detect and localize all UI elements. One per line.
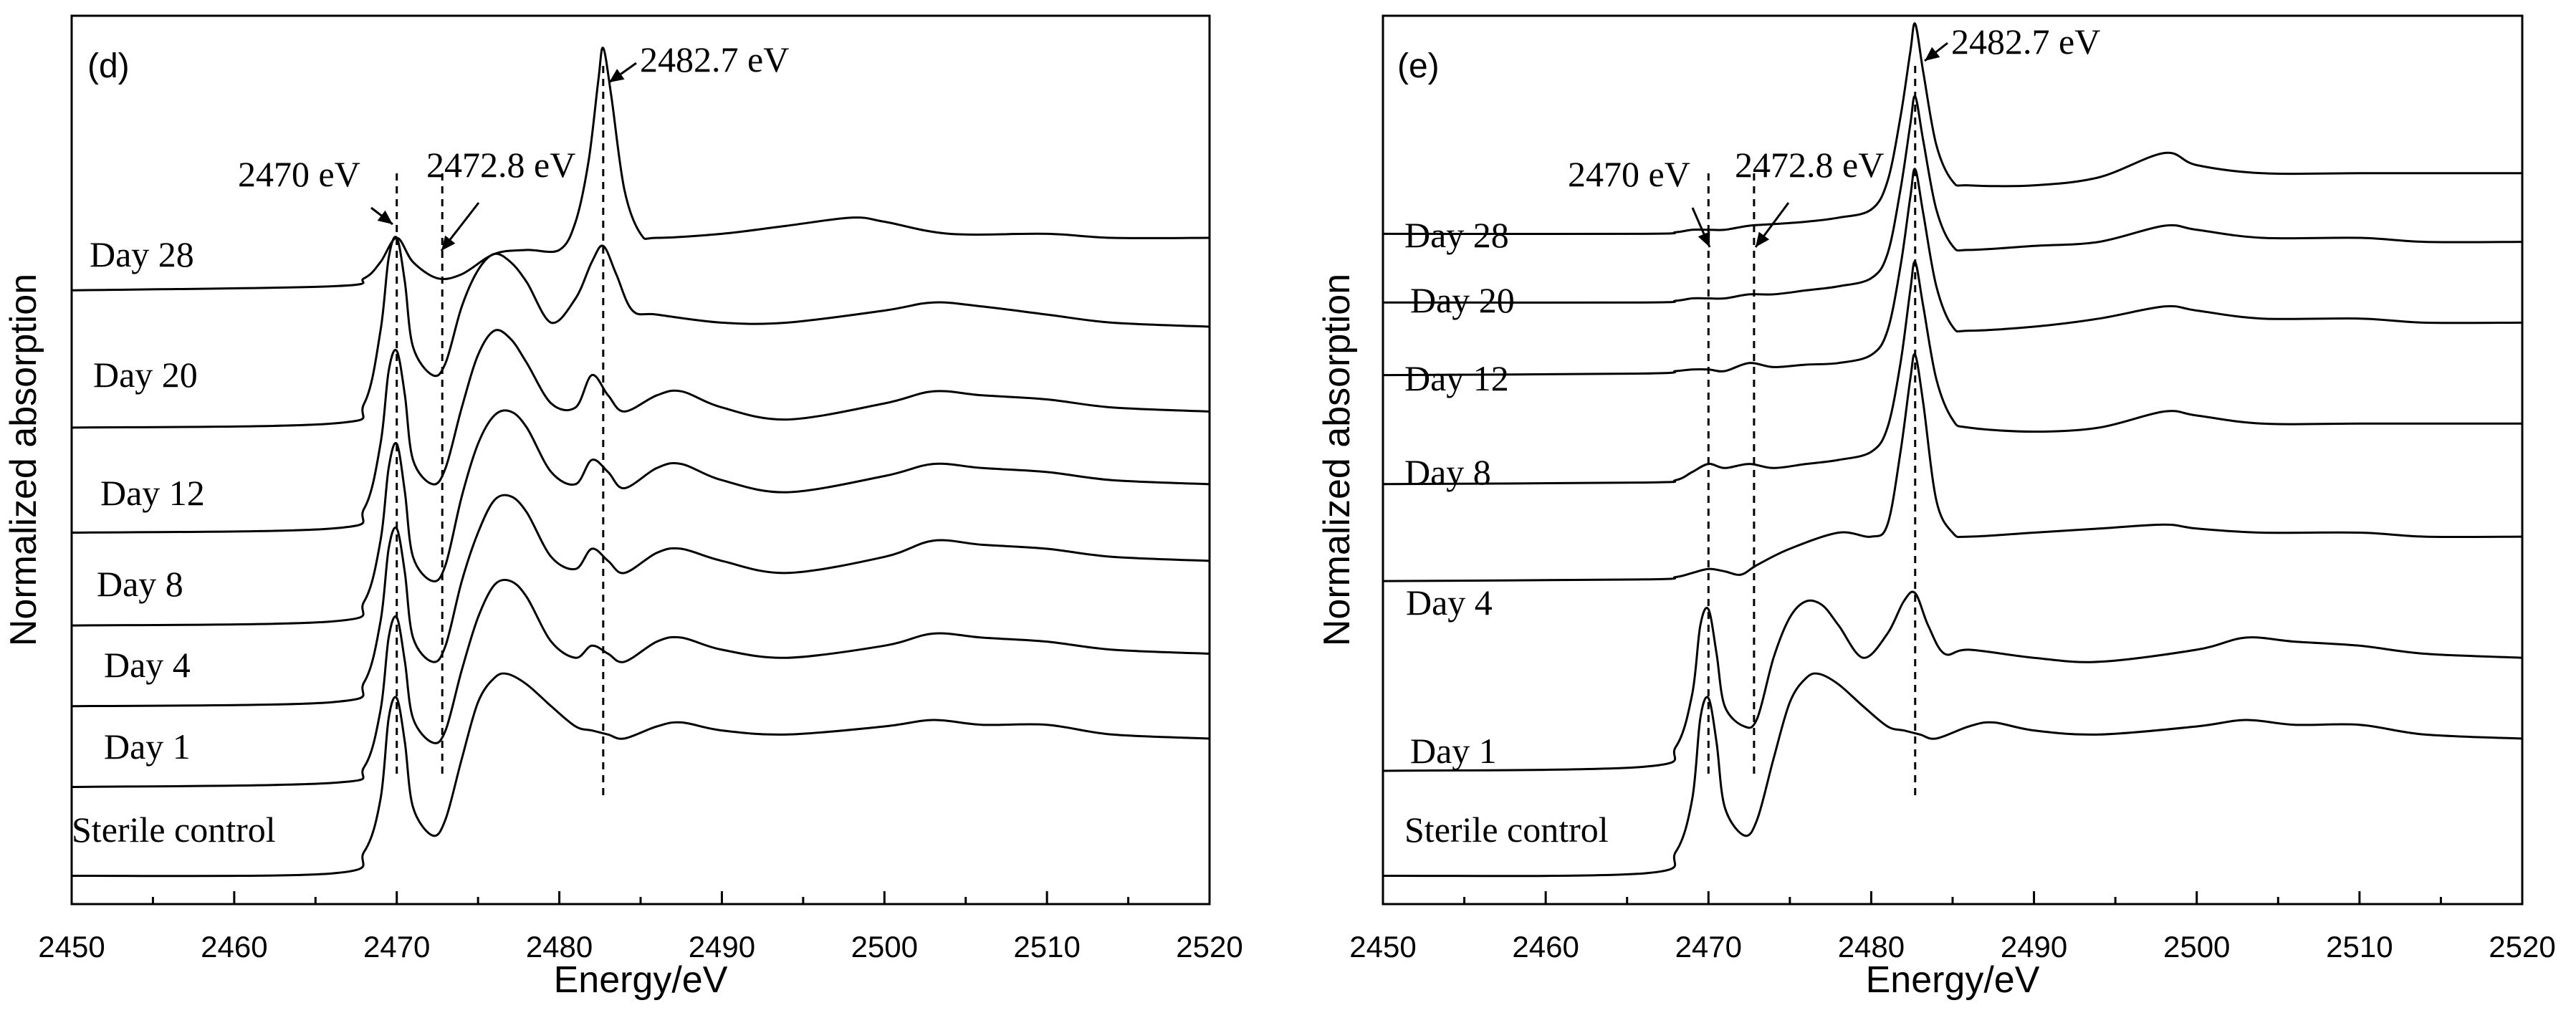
x-tick-label: 2480 [526,930,593,964]
reference-label: 2482.7 eV [1951,21,2100,62]
x-tick-label: 2460 [1512,930,1579,964]
series-label-day-28: Day 28 [90,234,194,274]
x-tick-label: 2450 [38,930,105,964]
series-line-day-8 [71,409,1210,627]
reference-label: 2472.8 eV [1735,145,1884,185]
series-label-day-8: Day 8 [1404,452,1491,492]
panel-label: (d) [87,47,130,85]
series-label-day-8: Day 8 [97,564,183,604]
plot-frame-0 [70,14,1211,906]
x-tick-label: 2470 [363,930,430,964]
series-line-day-12 [71,329,1210,534]
x-tick-label: 2490 [2001,930,2067,964]
series-line-sterile-control [1382,672,2523,878]
arrow-head [377,210,393,224]
series-line-day-1 [71,578,1210,788]
x-tick-label: 2470 [1675,930,1742,964]
series-label-sterile-control: Sterile control [1404,810,1609,850]
x-tick-label: 2510 [2326,930,2393,964]
series-line-sterile-control [71,672,1210,878]
series-label-day-4: Day 4 [104,645,191,685]
x-tick-label: 2480 [1838,930,1905,964]
x-axis-title: Energy/eV [554,959,728,1001]
arrow-head [1698,231,1710,247]
x-tick-label: 2510 [1013,930,1080,964]
series-label-day-12: Day 12 [100,473,205,513]
series-line-day-28 [1382,22,2522,236]
x-tick-label: 2460 [201,930,267,964]
series-line-day-4 [71,494,1210,708]
series-label-day-20: Day 20 [93,355,198,395]
x-tick-label: 2490 [689,930,755,964]
y-axis-title: Normalized absorption [3,274,44,646]
x-tick-label: 2500 [851,930,918,964]
x-tick-label: 2520 [1176,930,1242,964]
x-axis-title: Energy/eV [1866,959,2040,1001]
series-line-day-1 [1382,590,2523,772]
y-axis-title: Normalized absorption [1316,274,1358,646]
series-line-day-4 [1382,352,2523,582]
series-label-day-12: Day 12 [1404,358,1509,398]
x-tick-label: 2450 [1349,930,1416,964]
series-label-day-20: Day 20 [1410,280,1515,320]
series-label-day-1: Day 1 [1410,731,1497,771]
arrow-head [1756,231,1770,247]
series-line-day-20 [71,236,1210,429]
series-line-day-8 [1382,260,2522,486]
reference-label: 2470 eV [1568,154,1690,194]
series-line-day-28 [71,47,1210,292]
panel-label: (e) [1397,47,1440,85]
arrow-head [1925,47,1940,61]
series-label-sterile-control: Sterile control [72,810,276,850]
arrow-head [441,235,456,251]
series-line-day-12 [1382,168,2523,377]
series-label-day-28: Day 28 [1404,215,1509,255]
x-tick-label: 2520 [2489,930,2555,964]
reference-label: 2470 eV [238,154,360,194]
x-tick-label: 2500 [2163,930,2230,964]
series-label-day-1: Day 1 [104,726,191,767]
plot-frame-1 [1382,14,2524,906]
reference-label: 2482.7 eV [640,39,789,80]
series-label-day-4: Day 4 [1406,582,1493,623]
arrow-head [609,69,625,82]
series-line-day-20 [1382,95,2523,304]
reference-label: 2472.8 eV [426,145,575,185]
